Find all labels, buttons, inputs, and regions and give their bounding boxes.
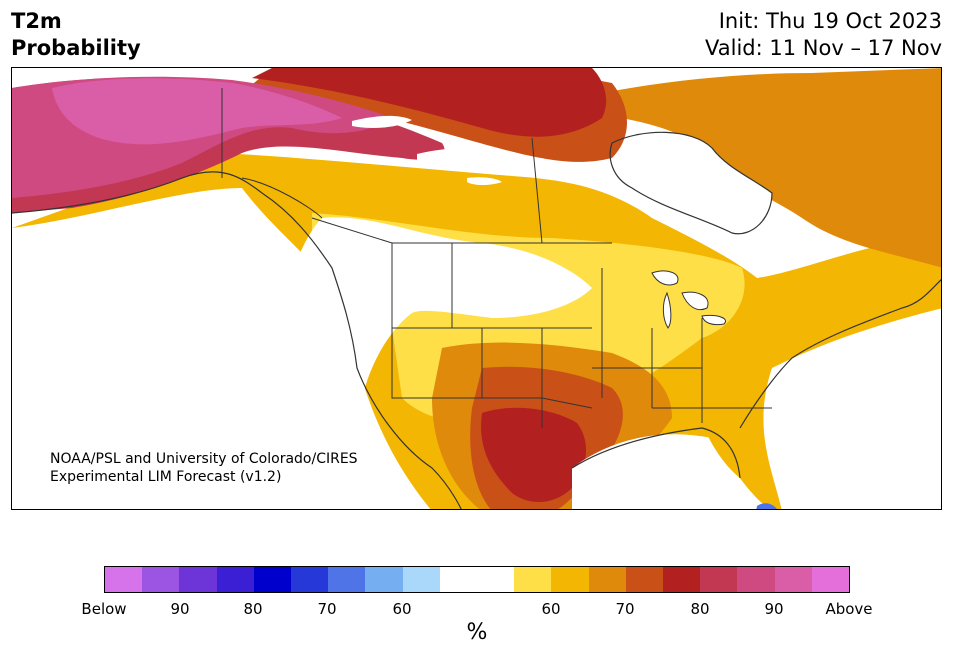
texas-red-core <box>481 407 587 503</box>
coastlines <box>12 131 941 509</box>
map-graphic <box>12 68 941 509</box>
colorbar-cell-6 <box>328 567 366 592</box>
init-date: Init: Thu 19 Oct 2023 <box>718 9 942 33</box>
florida <box>702 420 745 478</box>
colorbar-cell-2 <box>179 567 217 592</box>
title-line-2: Probability <box>11 36 141 60</box>
borders <box>221 88 772 428</box>
colorbar-cell-0 <box>105 567 143 592</box>
arctic-lakes <box>352 115 502 185</box>
colorbar-label-6: 70 <box>615 600 635 618</box>
valid-range: Valid: 11 Nov – 17 Nov <box>705 36 942 60</box>
colorbar-cell-14 <box>625 567 664 592</box>
northern-red-band <box>252 68 607 137</box>
great-lakes <box>651 270 726 329</box>
probability-map: NOAA/PSL and University of Colorado/CIRE… <box>11 67 942 510</box>
colorbar-label-8: 90 <box>764 600 784 618</box>
colorbar-label-2: 80 <box>243 600 263 618</box>
colorbar-label-3: 70 <box>317 600 337 618</box>
colorbar-cell-18 <box>774 567 812 592</box>
colorbar-cell-15 <box>663 567 701 592</box>
atlantic-ocean <box>763 308 941 509</box>
pacific-ocean <box>12 188 431 509</box>
colorbar-label-5: 60 <box>541 600 561 618</box>
eastern-canada-orange <box>532 68 941 268</box>
caribbean-blue-spot <box>756 503 777 509</box>
forecast-dates: Init: Thu 19 Oct 2023 Valid: 11 Nov – 17… <box>705 8 942 62</box>
colorbar-cell-7 <box>365 567 403 592</box>
colorbar-cell-13 <box>588 567 626 592</box>
colorbar-unit: % <box>466 620 488 645</box>
probability-colorbar <box>104 566 850 593</box>
colorbar-cell-8 <box>402 567 440 592</box>
hudson-bay <box>610 132 772 234</box>
alaska-pink-core <box>52 78 342 145</box>
credit-line-2: Experimental LIM Forecast (v1.2) <box>50 469 282 485</box>
colorbar-cell-9 <box>439 567 478 592</box>
colorbar-cell-10 <box>477 567 515 592</box>
colorbar-cell-5 <box>291 567 329 592</box>
colorbar-cell-3 <box>216 567 254 592</box>
colorbar-cell-16 <box>700 567 738 592</box>
map-title: T2m Probability <box>11 8 141 62</box>
credit-line-1: NOAA/PSL and University of Colorado/CIRE… <box>50 451 358 467</box>
colorbar-label-0: Below <box>81 600 127 618</box>
forecast-credit: NOAA/PSL and University of Colorado/CIRE… <box>50 450 358 486</box>
colorbar-cell-4 <box>253 567 292 592</box>
colorbar-label-7: 80 <box>690 600 710 618</box>
colorbar-cell-12 <box>551 567 589 592</box>
colorbar-label-9: Above <box>825 600 873 618</box>
colorbar-cell-1 <box>142 567 180 592</box>
colorbar-label-1: 90 <box>170 600 190 618</box>
colorbar-cell-17 <box>737 567 775 592</box>
colorbar-cell-19 <box>811 567 850 592</box>
title-line-1: T2m <box>11 9 62 33</box>
colorbar-label-4: 60 <box>392 600 412 618</box>
colorbar-cell-11 <box>514 567 552 592</box>
